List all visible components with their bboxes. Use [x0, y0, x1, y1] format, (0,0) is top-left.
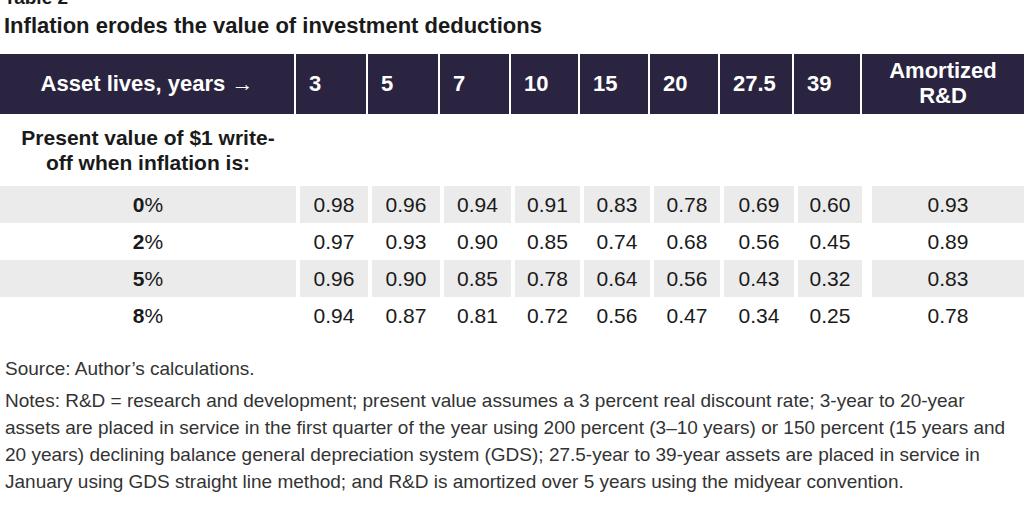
cell: 0.93: [368, 223, 440, 260]
header-col-3: 3: [296, 54, 368, 114]
cell: 0.78: [862, 297, 1024, 334]
row-8pct: 8% 0.94 0.87 0.81 0.72 0.56 0.47 0.34 0.…: [0, 297, 1024, 334]
cell: 0.72: [511, 297, 580, 334]
cell: 0.85: [511, 223, 580, 260]
header-col-15: 15: [580, 54, 650, 114]
cell: 0.43: [720, 260, 794, 297]
row-2pct: 2% 0.97 0.93 0.90 0.85 0.74 0.68 0.56 0.…: [0, 223, 1024, 260]
row-5pct: 5% 0.96 0.90 0.85 0.78 0.64 0.56 0.43 0.…: [0, 260, 1024, 297]
notes-paragraph: Notes: R&D = research and development; p…: [5, 387, 1019, 496]
cell: 0.96: [296, 260, 368, 297]
cell: 0.56: [720, 223, 794, 260]
cell: 0.34: [720, 297, 794, 334]
cell: 0.45: [794, 223, 862, 260]
cell: 0.94: [296, 297, 368, 334]
cell: 0.85: [440, 260, 511, 297]
row-2pct-label: 2%: [0, 223, 296, 260]
row-8pct-label: 8%: [0, 297, 296, 334]
header-col-27-5: 27.5: [720, 54, 794, 114]
cell: 0.69: [720, 186, 794, 223]
cell: 0.47: [650, 297, 720, 334]
cell: 0.74: [580, 223, 650, 260]
header-col-7: 7: [440, 54, 511, 114]
cell: 0.90: [368, 260, 440, 297]
cell: 0.98: [296, 186, 368, 223]
present-value-label: Present value of $1 write- off when infl…: [0, 114, 296, 186]
page-title: Inflation erodes the value of investment…: [0, 9, 1024, 39]
cell: 0.60: [794, 186, 862, 223]
cell: 0.32: [794, 260, 862, 297]
header-asset-lives: Asset lives, years →: [0, 54, 296, 114]
table-number-caption: Table 2: [0, 0, 1024, 9]
header-row: Asset lives, years → 3 5 7 10 15 20 27.5…: [0, 54, 1024, 114]
row-0pct-label: 0%: [0, 186, 296, 223]
cell: 0.64: [580, 260, 650, 297]
cell: 0.96: [368, 186, 440, 223]
cell: 0.78: [650, 186, 720, 223]
present-value-line2: off when inflation is:: [46, 151, 250, 174]
row-0pct: 0% 0.98 0.96 0.94 0.91 0.83 0.78 0.69 0.…: [0, 186, 1024, 223]
subheader-row: Present value of $1 write- off when infl…: [0, 114, 1024, 186]
cell: 0.25: [794, 297, 862, 334]
cell: 0.56: [650, 260, 720, 297]
cell: 0.68: [650, 223, 720, 260]
cell: 0.93: [862, 186, 1024, 223]
table-number-text: Table 2: [4, 0, 1024, 9]
cell: 0.90: [440, 223, 511, 260]
header-col-39: 39: [794, 54, 862, 114]
cell: 0.83: [862, 260, 1024, 297]
header-col-20: 20: [650, 54, 720, 114]
cell: 0.87: [368, 297, 440, 334]
cell: 0.91: [511, 186, 580, 223]
header-col-5: 5: [368, 54, 440, 114]
row-5pct-label: 5%: [0, 260, 296, 297]
cell: 0.81: [440, 297, 511, 334]
cell: 0.89: [862, 223, 1024, 260]
cell: 0.97: [296, 223, 368, 260]
source-line: Source: Author’s calculations.: [5, 358, 1024, 380]
cell: 0.94: [440, 186, 511, 223]
cell: 0.78: [511, 260, 580, 297]
header-col-10: 10: [511, 54, 580, 114]
cell: 0.83: [580, 186, 650, 223]
inflation-deductions-table: Asset lives, years → 3 5 7 10 15 20 27.5…: [0, 54, 1024, 334]
present-value-line1: Present value of $1 write-: [21, 126, 274, 149]
header-amortized-rd: Amortized R&D: [862, 54, 1024, 114]
cell: 0.56: [580, 297, 650, 334]
